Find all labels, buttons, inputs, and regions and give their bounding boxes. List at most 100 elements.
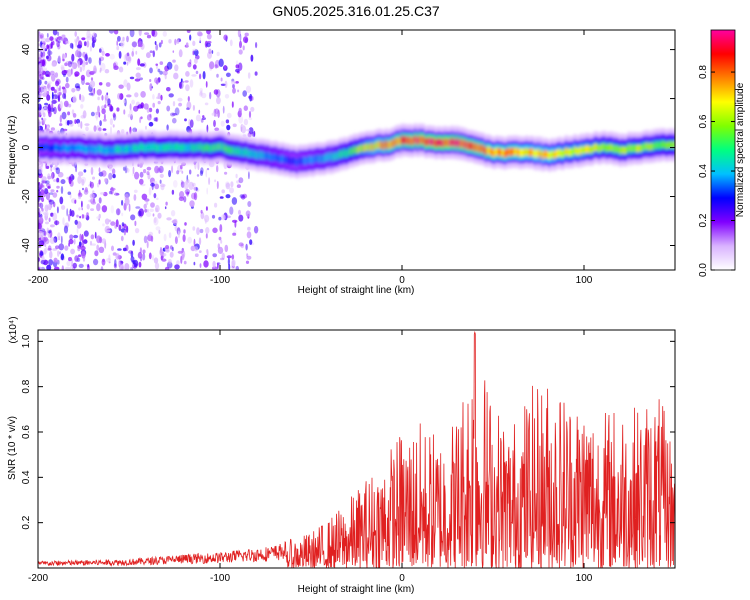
ridge-cell [541,148,544,157]
noise-speck [90,201,97,205]
ridge-cell [458,138,460,147]
ridge-cell [577,147,580,156]
noise-speck [68,176,72,185]
noise-speck [187,191,189,197]
ridge-cell [109,145,111,154]
noise-speck [173,180,178,188]
noise-speck [76,214,79,218]
noise-speck [214,108,219,114]
noise-speck [235,173,238,179]
ridge-cell [122,143,124,152]
noise-speck [214,179,217,183]
noise-speck [199,228,204,234]
ridge-cell [518,149,521,158]
noise-speck [199,87,203,94]
ridge-cell [403,135,405,144]
noise-speck [194,253,199,257]
noise-speck [113,30,119,35]
ridge-cell [292,157,294,165]
ridge-cell [621,145,624,154]
noise-speck [92,190,95,194]
noise-speck [115,219,119,228]
noise-speck [229,187,234,194]
noise-speck [68,123,74,127]
noise-speck [109,118,113,126]
ridge-cell [500,149,503,158]
ridge-cell [481,145,483,154]
noise-speck [155,204,160,213]
noise-speck [38,211,41,218]
ridge-cell [74,143,76,152]
noise-speck [114,191,117,196]
noise-speck [118,84,124,89]
noise-speck [214,113,218,117]
noise-speck [51,62,57,67]
ridge-cell [524,149,527,157]
ridge-cell [344,148,346,157]
noise-speck [45,183,51,188]
noise-speck [104,104,107,109]
noise-speck [68,103,72,108]
ridge-cell [431,137,433,146]
noise-speck [98,218,100,221]
noise-speck [216,51,220,57]
noise-speck [93,125,97,132]
noise-speck [74,255,79,262]
ridge-cell [406,136,408,145]
noise-speck [149,67,153,74]
ridge-cell [363,144,365,153]
noise-speck [51,102,54,111]
ridge-cell [497,148,500,156]
ridge-cell [494,149,497,158]
noise-speck [245,85,252,94]
noise-speck [43,230,47,236]
noise-speck [231,101,234,108]
noise-speck [104,178,107,183]
ridge-cell [583,146,586,155]
noise-speck [166,87,171,92]
noise-speck [96,244,100,251]
ridge-cell [237,147,239,156]
noise-speck [53,236,58,243]
noise-speck [151,30,155,37]
noise-speck [202,115,205,118]
noise-speck [38,237,42,241]
noise-speck [84,54,88,62]
noise-speck [79,215,81,219]
noise-speck [204,214,210,223]
noise-speck [129,109,133,117]
ridge-cell [287,156,289,164]
noise-speck [211,50,214,54]
ridge-cell [478,145,480,153]
noise-speck [57,55,62,63]
noise-speck [76,44,82,49]
noise-speck [108,165,113,171]
ridge-cell [277,154,279,163]
ridge-cell [404,135,406,144]
noise-speck [132,239,135,246]
noise-speck [126,225,129,233]
ridge-cell [147,144,149,153]
ridge-cell [441,139,443,148]
noise-speck [174,236,178,245]
ridge-cell [573,146,576,154]
noise-speck [229,39,233,47]
noise-speck [159,70,163,75]
ridge-cell [82,144,84,153]
noise-speck [225,72,231,78]
ridge-cell [584,145,587,153]
noise-speck [132,166,135,174]
ridge-cell [595,143,598,151]
noise-speck [89,45,92,52]
noise-speck [55,167,59,171]
noise-speck [96,182,100,188]
noise-speck [143,203,147,209]
noise-speck [248,171,250,180]
ridge-cell [548,152,551,161]
noise-speck [38,67,44,75]
ridge-cell [206,144,208,153]
ridge-cell [319,156,321,164]
ridge-cell [59,145,61,153]
noise-speck [38,230,44,238]
ridge-cell [418,135,420,144]
